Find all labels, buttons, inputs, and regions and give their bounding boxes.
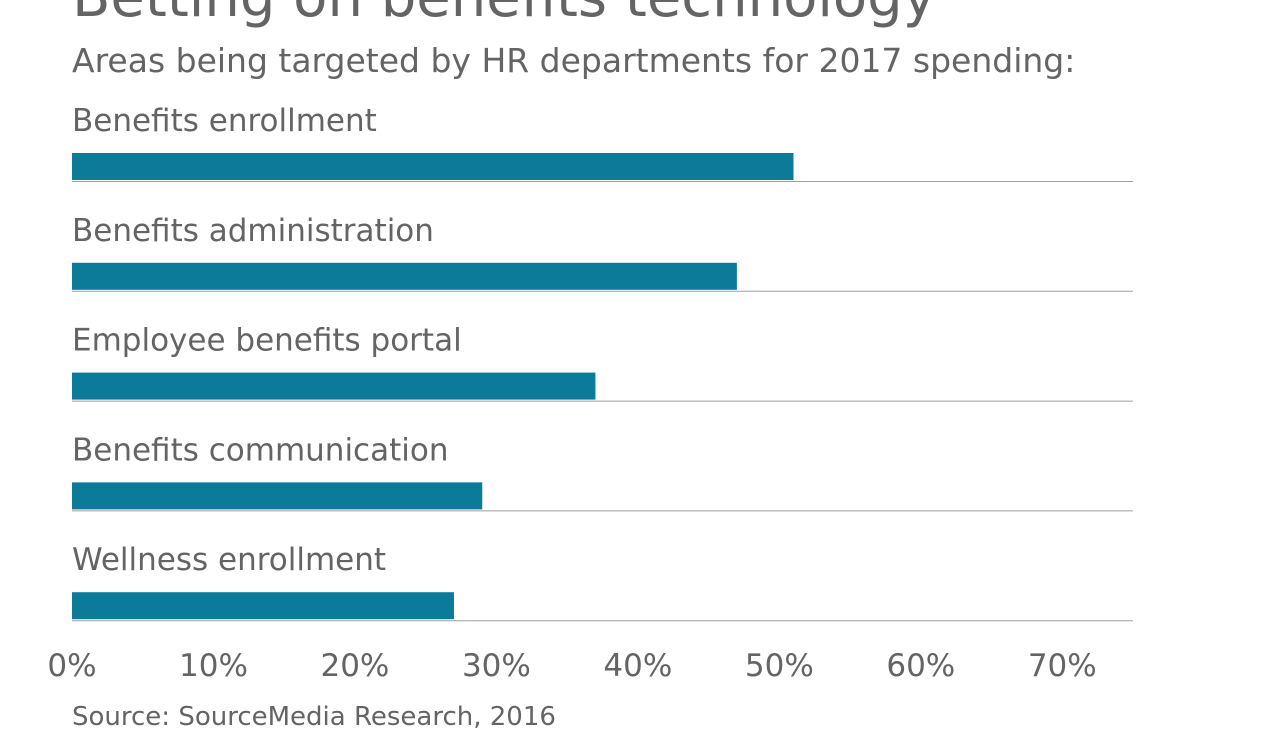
bar xyxy=(72,482,483,510)
chart-title: Betting on benefits technology xyxy=(72,0,936,26)
x-tick-label: 0% xyxy=(47,648,96,684)
category-label: Wellness enrollment xyxy=(72,542,386,578)
category-label: Employee benefits portal xyxy=(72,323,462,359)
bar xyxy=(72,262,737,290)
x-tick-label: 30% xyxy=(462,648,531,684)
x-tick-label: 70% xyxy=(1028,648,1097,684)
x-tick-label: 60% xyxy=(886,648,955,684)
bar xyxy=(72,592,454,620)
bar xyxy=(72,153,794,180)
category-label: Benefits enrollment xyxy=(72,103,377,139)
x-tick-label: 40% xyxy=(603,648,672,684)
x-tick-label: 20% xyxy=(320,648,389,684)
category-label: Benefits administration xyxy=(72,213,434,249)
x-tick-label: 10% xyxy=(179,648,248,684)
category-label: Benefits communication xyxy=(72,432,448,468)
bar xyxy=(72,372,596,400)
chart-subtitle: Areas being targeted by HR departments f… xyxy=(72,41,1076,80)
x-tick-label: 50% xyxy=(745,648,814,684)
source-note: Source: SourceMedia Research, 2016 xyxy=(72,702,556,732)
